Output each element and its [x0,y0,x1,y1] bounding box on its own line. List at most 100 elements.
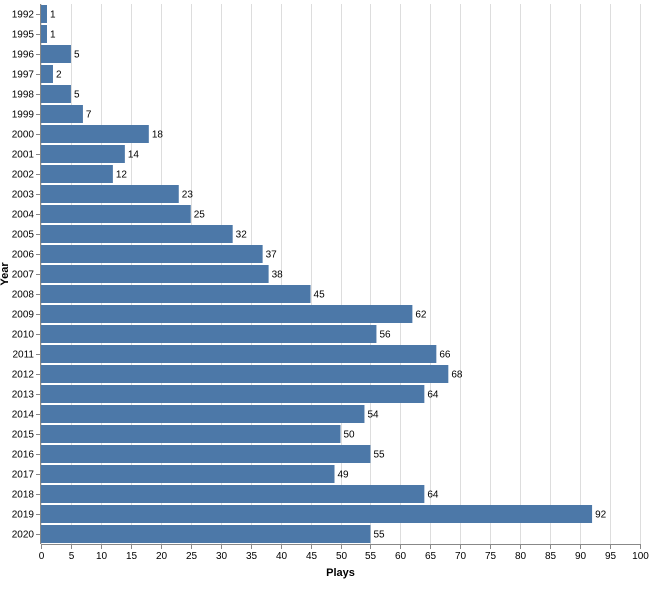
x-tick-label: 15 [126,551,138,562]
bar [41,125,149,143]
x-tick-label: 0 [39,551,45,562]
y-tick-label: 2020 [12,530,35,541]
x-tick-label: 90 [575,551,587,562]
y-tick-label: 2003 [12,190,35,201]
bar-value-label: 5 [74,90,80,101]
bar-value-label: 18 [152,130,164,141]
bar [41,105,83,123]
bar-value-label: 66 [439,350,451,361]
bar [41,285,311,303]
bar [41,165,113,183]
bar-value-label: 68 [451,370,463,381]
y-tick-label: 1999 [12,110,35,121]
x-tick-label: 70 [455,551,467,562]
bar [41,425,341,443]
y-tick-label: 2019 [12,510,35,521]
bar [41,345,437,363]
y-tick-label: 2016 [12,450,35,461]
bar-labels: 1152571814122325323738456256666864545055… [50,10,607,541]
bar-value-label: 56 [379,330,391,341]
y-tick-label: 2006 [12,250,35,261]
x-tick-label: 55 [365,551,377,562]
bar [41,365,449,383]
bar [41,5,47,23]
x-tick-label: 95 [605,551,617,562]
y-tick-label: 2014 [12,410,35,421]
bar-value-label: 14 [128,150,140,161]
y-tick-label: 2004 [12,210,35,221]
bar-value-label: 92 [595,510,607,521]
y-tick-label: 2007 [12,270,35,281]
x-tick-label: 80 [515,551,527,562]
bar [41,25,47,43]
bar [41,185,179,203]
x-tick-label: 10 [96,551,108,562]
bar-value-label: 55 [373,450,385,461]
x-tick-label: 40 [276,551,288,562]
bar [41,465,335,483]
x-tick-label: 50 [336,551,348,562]
y-tick-label: 1995 [12,30,35,41]
x-tick-label: 100 [632,551,649,562]
y-tick-label: 2008 [12,290,35,301]
bar-value-label: 2 [56,70,62,81]
bar-value-label: 12 [116,170,128,181]
bar [41,485,425,503]
y-tick-label: 1998 [12,90,35,101]
y-axis: 1992 1995 1996 1997 1998 1999 2000 2001 2002 2003… [12,4,41,544]
bar [41,265,269,283]
bar [41,245,263,263]
y-tick-label: 2005 [12,230,35,241]
bar-value-label: 45 [314,290,326,301]
y-axis-title: Year [0,262,11,286]
bar-value-label: 54 [367,410,379,421]
bar [41,445,371,463]
y-tick-label: 2017 [12,470,35,481]
y-tick-label: 2001 [12,150,35,161]
y-tick-label: 2011 [12,350,34,361]
y-tick-label: 2010 [12,330,35,341]
y-tick-label: 2002 [12,170,35,181]
y-tick-label: 2018 [12,490,35,501]
x-tick-label: 25 [186,551,198,562]
x-tick-label: 20 [156,551,168,562]
x-tick-label: 30 [216,551,228,562]
bar [41,85,71,103]
bar-value-label: 49 [338,470,350,481]
y-tick-label: 1992 [12,10,35,21]
bar [41,525,371,543]
bars [41,5,593,543]
bar-value-label: 5 [74,50,80,61]
bar-value-label: 50 [344,430,356,441]
x-tick-label: 65 [425,551,437,562]
bar-value-label: 1 [50,10,56,21]
x-axis-title: Plays [326,567,355,579]
y-tick-label: 2015 [12,430,35,441]
bar-value-label: 32 [236,230,248,241]
y-tick-label: 1996 [12,50,35,61]
y-tick-label: 1997 [12,70,35,81]
bar-value-label: 1 [50,30,56,41]
bar-value-label: 55 [373,530,385,541]
bar-value-label: 64 [427,490,439,501]
x-tick-label: 85 [545,551,557,562]
y-tick-label: 2009 [12,310,35,321]
x-tick-label: 75 [485,551,497,562]
bar-value-label: 25 [194,210,206,221]
x-tick-label: 5 [69,551,75,562]
bar [41,145,125,163]
bar-value-label: 37 [266,250,278,261]
bar-value-label: 64 [427,390,439,401]
bar-value-label: 38 [272,270,284,281]
bar [41,385,425,403]
x-axis: 0 5 10 15 20 25 30 35 40 45 50 55 60 65 70 75 80 85 90 95 10… [39,544,649,562]
bar-value-label: 62 [415,310,427,321]
bar [41,405,365,423]
bar [41,65,53,83]
y-tick-label: 2000 [12,130,35,141]
grid-lines [41,4,641,544]
y-tick-label: 2012 [12,370,35,381]
x-tick-label: 35 [246,551,258,562]
